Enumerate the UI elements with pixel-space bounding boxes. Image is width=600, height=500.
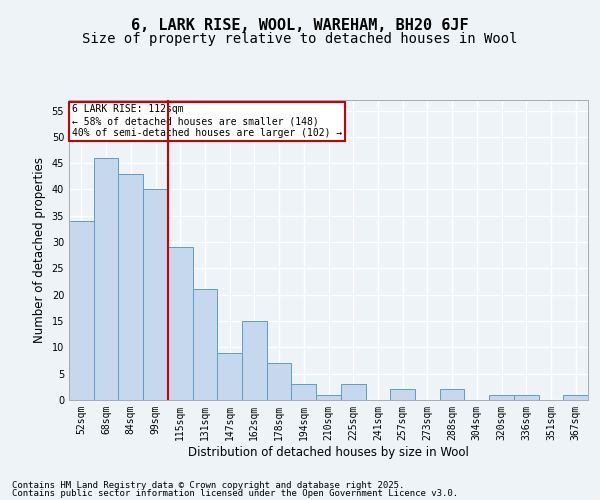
Y-axis label: Number of detached properties: Number of detached properties [33,157,46,343]
Text: 6, LARK RISE, WOOL, WAREHAM, BH20 6JF: 6, LARK RISE, WOOL, WAREHAM, BH20 6JF [131,18,469,32]
Text: Contains public sector information licensed under the Open Government Licence v3: Contains public sector information licen… [12,489,458,498]
Bar [316,394,341,400]
Text: 6 LARK RISE: 112sqm
← 58% of detached houses are smaller (148)
40% of semi-detac: 6 LARK RISE: 112sqm ← 58% of detached ho… [71,104,342,138]
Bar [118,174,143,400]
Bar [514,394,539,400]
Bar [563,394,588,400]
Bar [292,384,316,400]
Bar [143,190,168,400]
Bar [267,363,292,400]
X-axis label: Distribution of detached houses by size in Wool: Distribution of detached houses by size … [188,446,469,458]
Bar [242,321,267,400]
Bar [168,248,193,400]
Bar [217,352,242,400]
Bar [390,390,415,400]
Bar [94,158,118,400]
Bar [341,384,365,400]
Bar [489,394,514,400]
Bar [193,290,217,400]
Bar [69,221,94,400]
Text: Size of property relative to detached houses in Wool: Size of property relative to detached ho… [82,32,518,46]
Text: Contains HM Land Registry data © Crown copyright and database right 2025.: Contains HM Land Registry data © Crown c… [12,480,404,490]
Bar [440,390,464,400]
